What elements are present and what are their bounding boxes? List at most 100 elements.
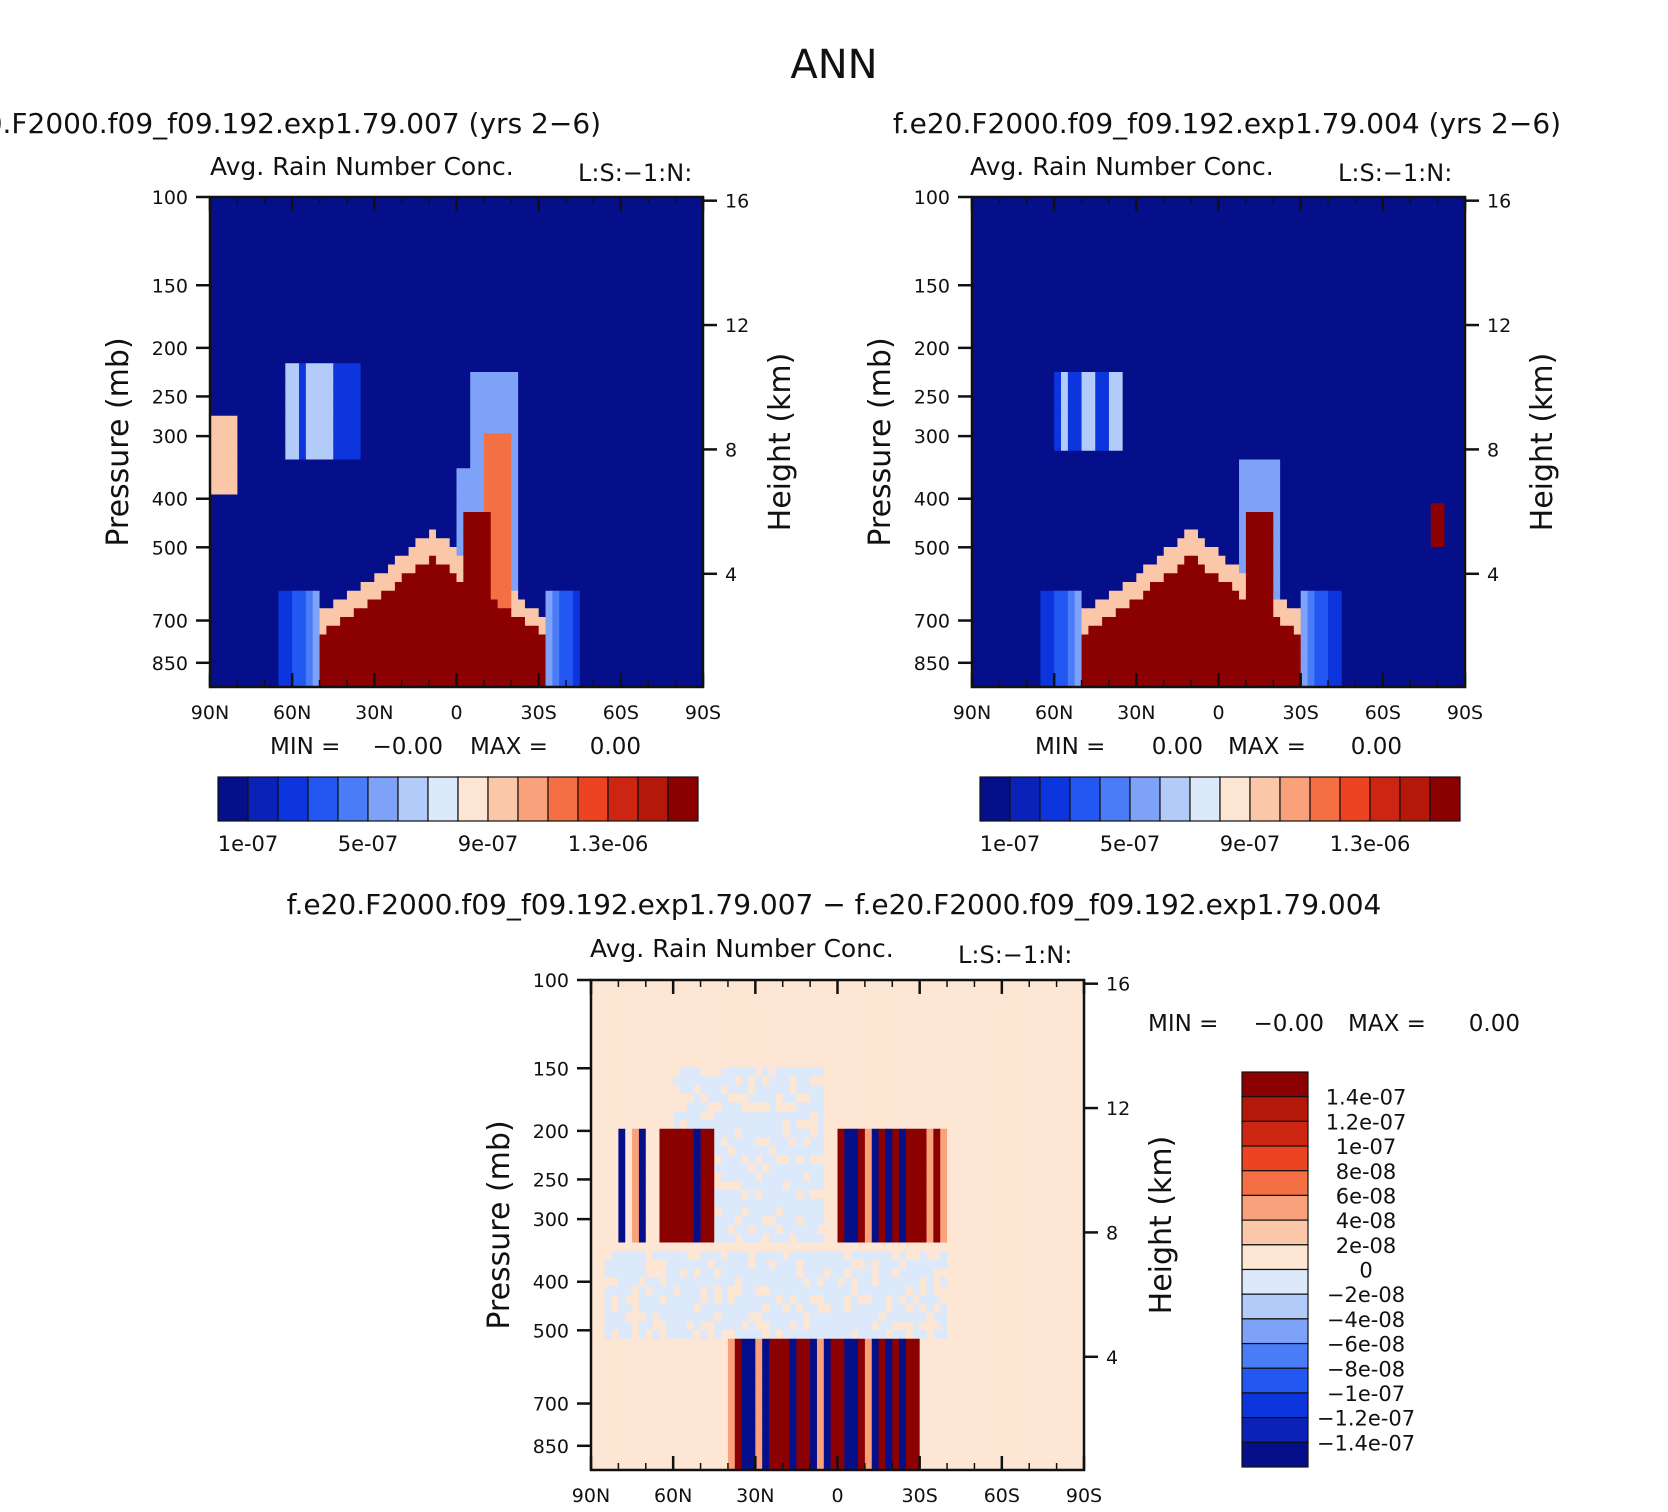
contour-cell	[682, 442, 690, 452]
contour-cell	[422, 363, 430, 373]
contour-cell	[1054, 214, 1062, 224]
contour-cell	[305, 573, 314, 583]
contour-cell	[985, 258, 994, 268]
contour-cell	[449, 652, 458, 662]
contour-cell	[634, 407, 642, 417]
contour-cell	[648, 468, 656, 478]
contour-cell	[367, 520, 375, 531]
contour-cell	[1280, 197, 1288, 207]
contour-cell	[1081, 240, 1090, 251]
contour-cell	[593, 424, 601, 434]
contour-cell	[305, 652, 314, 662]
contour-cell	[429, 538, 437, 548]
contour-cell	[312, 372, 321, 382]
contour-cell	[1122, 205, 1131, 216]
contour-cell	[579, 468, 588, 478]
contour-cell	[634, 372, 642, 382]
contour-cell	[1403, 223, 1411, 233]
contour-cell	[1403, 249, 1411, 259]
contour-cell	[1232, 275, 1240, 286]
contour-cell	[292, 485, 300, 496]
contour-cell	[504, 477, 512, 487]
contour-cell	[634, 363, 642, 373]
contour-cell	[1163, 240, 1172, 251]
contour-cell	[1239, 232, 1247, 242]
contour-cell	[490, 433, 499, 443]
latitude-tick-label: 60S	[603, 702, 639, 724]
contour-cell	[422, 503, 430, 513]
contour-cell	[545, 678, 553, 688]
contour-cell	[978, 205, 987, 216]
contour-cell	[518, 520, 526, 531]
contour-cell	[408, 634, 417, 644]
contour-cell	[593, 249, 601, 259]
contour-cell	[1054, 240, 1062, 251]
contour-cell	[538, 485, 547, 496]
contour-cell	[675, 345, 684, 356]
contour-cell	[216, 372, 225, 382]
contour-cell	[312, 599, 321, 609]
contour-cell	[278, 538, 286, 548]
contour-cell	[579, 450, 588, 461]
contour-cell	[641, 538, 649, 548]
contour-cell	[696, 345, 704, 356]
contour-cell	[408, 590, 417, 601]
contour-cell	[442, 337, 451, 347]
contour-cell	[394, 240, 403, 251]
contour-cell	[634, 520, 642, 531]
contour-cell	[435, 284, 444, 294]
contour-cell	[1054, 249, 1062, 259]
contour-cell	[1225, 258, 1233, 268]
contour-cell	[483, 302, 492, 312]
contour-cell	[210, 503, 218, 513]
contour-cell	[394, 494, 403, 504]
contour-cell	[538, 372, 547, 382]
contour-cell	[292, 555, 300, 566]
contour-cell	[305, 512, 314, 522]
contour-cell	[1054, 284, 1062, 294]
contour-cell	[401, 555, 410, 566]
contour-cell	[401, 450, 410, 461]
contour-cell	[1108, 232, 1117, 242]
contour-cell	[1122, 284, 1131, 294]
contour-cell	[381, 345, 389, 356]
contour-cell	[627, 328, 636, 338]
contour-cell	[333, 599, 341, 609]
contour-cell	[538, 494, 547, 504]
contour-cell	[278, 442, 286, 452]
contour-cell	[689, 634, 697, 644]
contour-cell	[1033, 223, 1042, 233]
contour-cell	[483, 643, 492, 653]
contour-cell	[1232, 197, 1240, 207]
contour-cell	[299, 608, 307, 618]
contour-cell	[264, 433, 273, 443]
contour-cell	[346, 249, 355, 259]
contour-cell	[429, 678, 437, 688]
contour-cell	[230, 660, 238, 671]
contour-cell	[367, 477, 375, 487]
contour-cell	[360, 354, 369, 364]
contour-cell	[210, 599, 218, 609]
contour-cell	[1239, 293, 1247, 303]
contour-cell	[627, 660, 636, 671]
contour-cell	[271, 573, 280, 583]
contour-cell	[566, 232, 574, 242]
contour-cell	[388, 555, 396, 566]
contour-cell	[1088, 293, 1096, 303]
contour-cell	[442, 433, 451, 443]
contour-cell	[401, 503, 410, 513]
contour-cell	[1122, 240, 1131, 251]
contour-cell	[552, 345, 560, 356]
contour-cell	[985, 223, 994, 233]
contour-cell	[210, 284, 218, 294]
contour-cell	[353, 652, 362, 662]
contour-cell	[374, 573, 382, 583]
contour-cell	[1122, 214, 1131, 224]
contour-cell	[655, 319, 663, 329]
contour-cell	[682, 625, 690, 636]
contour-cell	[346, 590, 355, 601]
contour-cell	[264, 494, 273, 504]
contour-cell	[401, 669, 410, 679]
contour-cell	[511, 275, 519, 286]
contour-cell	[655, 240, 663, 251]
